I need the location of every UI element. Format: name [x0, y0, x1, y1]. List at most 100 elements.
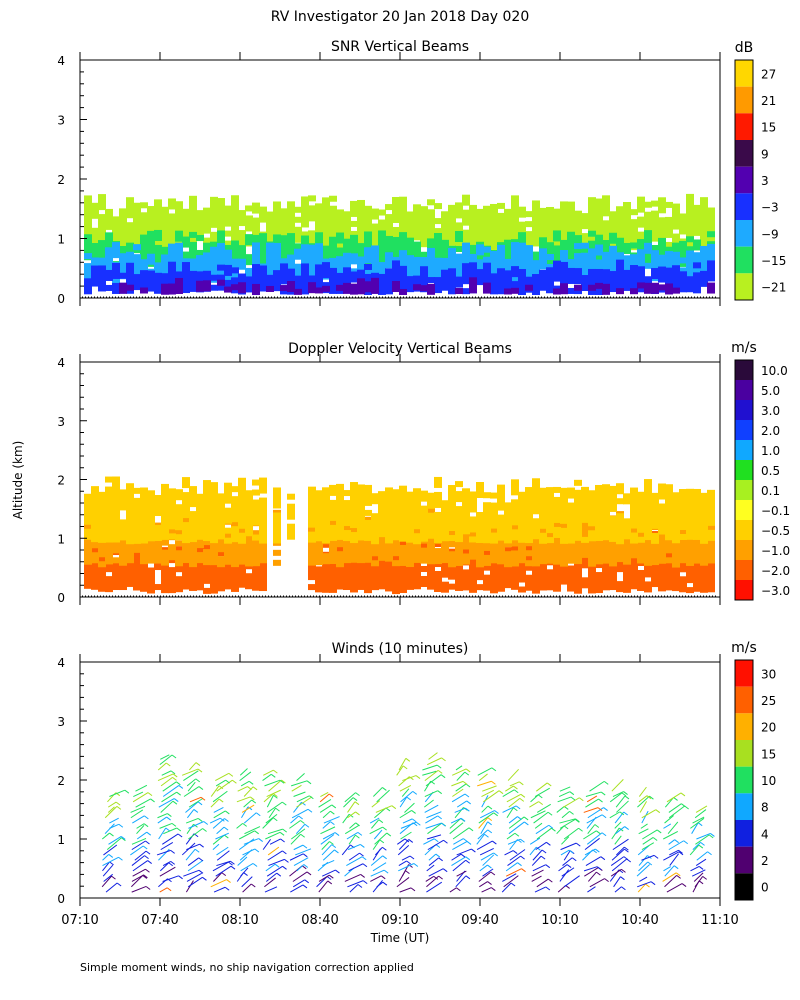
wind-barb: [132, 868, 146, 877]
wind-barb-flag: [335, 869, 340, 874]
colorbar-label: 4: [761, 827, 769, 841]
colorbar-swatch: [735, 793, 753, 820]
wind-barb-flag: [521, 868, 526, 873]
wind-barb: [159, 866, 176, 877]
wind-barb: [637, 795, 650, 808]
wind-barb-flag: [198, 857, 204, 862]
wind-barb: [559, 818, 576, 829]
wind-barb: [188, 828, 203, 840]
colorbar-swatch: [735, 520, 753, 540]
wind-barb-flag: [258, 838, 263, 842]
wind-barb: [347, 801, 356, 813]
colorbar-swatch: [735, 820, 753, 847]
wind-barb-flag: [276, 872, 282, 877]
wind-barb: [508, 816, 518, 824]
wind-barb: [293, 844, 304, 851]
wind-barb-flag: [301, 865, 307, 870]
panel-title-3: Winds (10 minutes): [332, 641, 469, 657]
colorbar-label: −9: [761, 227, 779, 241]
wind-barb: [290, 780, 308, 787]
wind-profile-4: [181, 762, 209, 893]
wind-barb: [559, 818, 576, 824]
wind-barb: [531, 875, 542, 882]
wind-barb: [376, 789, 390, 803]
wind-barb-flag: [382, 826, 387, 831]
wind-barb-flag: [282, 865, 287, 870]
colorbar-label: 9: [761, 147, 769, 161]
wind-barb-flag: [281, 779, 286, 784]
wind-barb: [479, 881, 488, 888]
wind-barb-flag: [517, 862, 522, 867]
wind-barb-flag: [326, 876, 332, 880]
wind-barb: [477, 829, 489, 840]
wind-barb: [641, 809, 657, 819]
wind-barb-flag: [578, 827, 583, 832]
wind-barb: [696, 851, 708, 861]
wind-barb: [239, 830, 255, 840]
wind-barb: [502, 805, 517, 813]
wind-barb-flag: [331, 804, 337, 809]
colorbar-frame: [734, 659, 754, 901]
wind-barb: [187, 781, 196, 792]
wind-barb-flag: [697, 822, 703, 827]
wind-barb: [535, 824, 550, 835]
x-tick-label: 09:10: [381, 913, 418, 928]
colorbar-3: [734, 659, 754, 901]
wind-barb-flag: [416, 821, 421, 826]
wind-barb-flag: [391, 805, 397, 810]
wind-barb-flag: [226, 879, 231, 883]
wind-barb: [455, 765, 463, 771]
wind-barb: [108, 836, 122, 845]
wind-barb: [212, 843, 220, 850]
x-tick-label: 09:40: [461, 913, 498, 928]
wind-barb: [664, 815, 674, 824]
wind-barb-flag: [698, 844, 704, 849]
wind-barb: [426, 757, 442, 766]
wind-barb: [587, 886, 596, 893]
wind-barb: [162, 781, 177, 792]
colorbar-swatch: [735, 60, 753, 87]
y-tick-label: 2: [57, 173, 65, 187]
wind-barb: [690, 817, 705, 829]
wind-barb-flag: [301, 801, 306, 806]
colorbar-label: −2.0: [761, 564, 790, 578]
wind-barb-flag: [596, 830, 601, 835]
wind-barb: [398, 863, 415, 872]
wind-barb-flag: [300, 820, 305, 824]
wind-barb: [372, 839, 381, 850]
wind-barb-flag: [565, 885, 570, 889]
wind-barb: [291, 784, 302, 792]
wind-barb: [584, 867, 599, 877]
wind-barb-flag: [405, 870, 410, 874]
wind-barb-flag: [247, 806, 253, 811]
wind-barb-flag: [362, 863, 368, 868]
wind-barb: [293, 791, 306, 797]
x-tick-label: 08:10: [221, 913, 258, 928]
wind-barb-flag: [594, 824, 600, 828]
wind-barb: [563, 827, 579, 840]
wind-barb-flag: [166, 816, 171, 821]
colorbar-swatch: [735, 86, 753, 114]
wind-barb: [637, 883, 646, 893]
wind-barb-flag: [202, 876, 207, 881]
wind-barb: [559, 869, 570, 882]
wind-barb: [399, 887, 412, 893]
wind-barb-flag: [382, 881, 388, 886]
wind-barb: [216, 779, 233, 792]
wind-barb: [531, 869, 544, 877]
wind-barb: [158, 848, 170, 861]
wind-barb: [398, 860, 407, 866]
wind-profile-13: [422, 752, 448, 893]
wind-barb-flag: [166, 887, 172, 892]
wind-barb: [428, 857, 439, 866]
wind-barb: [215, 779, 226, 787]
wind-profile-14: [449, 765, 476, 893]
wind-barb: [181, 768, 199, 776]
wind-barb: [587, 871, 597, 882]
wind-barb: [296, 864, 305, 872]
wind-barb: [451, 853, 462, 861]
wind-barb-flag: [250, 883, 256, 888]
wind-barb: [241, 806, 249, 819]
wind-barb: [696, 832, 711, 840]
wind-barb: [105, 882, 118, 893]
